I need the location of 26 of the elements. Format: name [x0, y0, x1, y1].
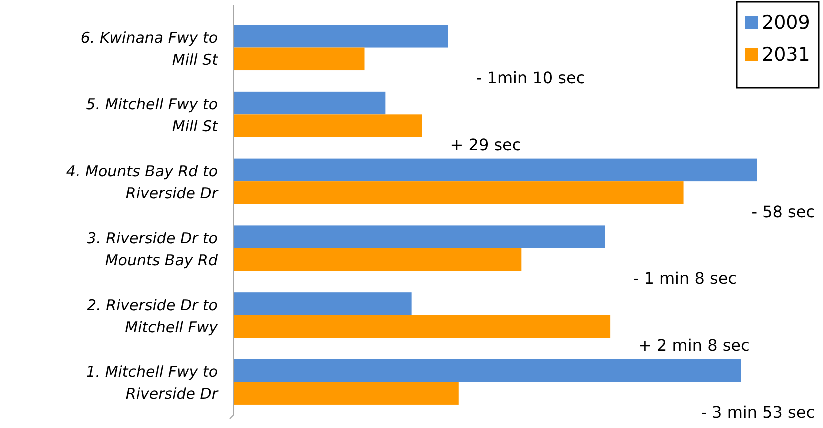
legend-label: 2031 — [762, 44, 810, 66]
bar — [234, 292, 412, 316]
bar — [234, 92, 386, 115]
annotation: - 58 sec — [752, 202, 815, 222]
bar — [234, 158, 757, 182]
legend-label: 2009 — [762, 12, 810, 34]
annotation: - 1min 10 sec — [476, 68, 586, 88]
annotation: + 29 sec — [450, 135, 522, 154]
bar — [234, 25, 448, 48]
y-tick-label: 6. Kwinana Fwy to Mill St — [80, 28, 220, 69]
y-tick-label: 2. Riverside Dr to Mitchell Fwy — [87, 296, 220, 336]
bar — [234, 315, 611, 338]
bar — [234, 48, 365, 71]
bar — [234, 359, 742, 382]
bar — [234, 226, 606, 248]
annotation: - 1 min 8 sec — [633, 269, 737, 288]
annotation: - 3 min 53 sec — [701, 402, 815, 422]
bar — [234, 114, 422, 138]
bar — [234, 248, 522, 272]
y-tick-label: 1. Mitchell Fwy to Riverside Dr — [86, 363, 219, 404]
y-tick-label: 5. Mitchell Fwy to Mill St — [86, 96, 220, 136]
annotation: + 2 min 8 sec — [638, 336, 750, 356]
y-tick-label: 3. Riverside Dr to Mounts Bay Rd — [87, 229, 218, 270]
y-tick-label: 4. Mounts Bay Rd to Riverside Dr — [66, 162, 219, 203]
bar — [234, 382, 459, 405]
bar — [234, 182, 684, 204]
